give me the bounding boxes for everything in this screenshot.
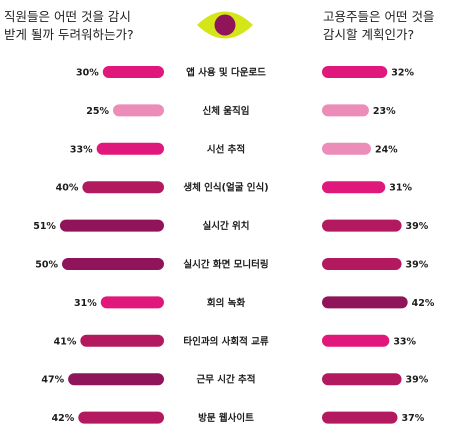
left-bar [102, 66, 164, 78]
left-value-label: 30% [76, 68, 99, 79]
left-value-label: 42% [52, 413, 75, 424]
left-bar [100, 296, 164, 309]
right-bar [322, 373, 402, 386]
right-bar [322, 411, 398, 424]
category-label: 방문 웹사이트 [198, 412, 254, 424]
right-value-label: 33% [393, 336, 416, 347]
left-bar [80, 334, 164, 347]
category-label: 시선 추적 [207, 143, 245, 155]
right-bar [322, 66, 388, 78]
left-bar [68, 373, 164, 386]
left-bar [96, 142, 164, 155]
right-bar [322, 142, 371, 155]
right-value-label: 31% [389, 183, 412, 194]
right-heading-line-1: 고용주들은 어떤 것을 [323, 9, 435, 24]
right-value-label: 37% [401, 413, 424, 424]
left-bar [78, 411, 164, 424]
right-value-label: 39% [406, 260, 429, 271]
right-bar [322, 104, 369, 117]
left-bar [113, 104, 164, 117]
left-heading-line-1: 직원들은 어떤 것을 감시 [4, 9, 131, 24]
category-label: 근무 시간 추적 [196, 374, 255, 386]
left-heading: 직원들은 어떤 것을 감시 받게 될까 두려워하는가? [4, 8, 134, 44]
left-value-label: 25% [86, 106, 109, 117]
left-value-label: 47% [41, 375, 64, 386]
category-label: 회의 녹화 [207, 297, 246, 309]
left-value-label: 31% [74, 298, 97, 309]
eye-iris [214, 14, 236, 36]
right-value-label: 39% [406, 375, 429, 386]
right-bar [322, 296, 408, 309]
right-heading-line-2: 감시할 계획인가? [323, 27, 415, 42]
right-heading: 고용주들은 어떤 것을 감시할 계획인가? [323, 8, 434, 44]
category-label: 실시간 화면 모니터링 [183, 259, 268, 271]
right-value-label: 23% [373, 106, 396, 117]
right-bar [322, 258, 402, 270]
category-label: 앱 사용 및 다운로드 [186, 67, 266, 79]
right-bar [322, 334, 390, 347]
category-label: 생체 인식(얼굴 인식) [183, 182, 268, 194]
left-value-label: 51% [33, 221, 56, 232]
left-heading-line-2: 받게 될까 두려워하는가? [4, 27, 134, 42]
category-label: 타인과의 사회적 교류 [183, 335, 269, 347]
category-label: 실시간 위치 [202, 220, 249, 232]
left-bar [62, 258, 164, 270]
category-label: 신체 움직임 [202, 105, 249, 117]
left-value-label: 33% [70, 144, 93, 155]
right-bar [322, 219, 402, 232]
right-bar [322, 181, 386, 194]
eye-icon [197, 11, 253, 39]
left-bar [59, 219, 164, 232]
left-bar [82, 181, 164, 194]
right-value-label: 39% [406, 221, 429, 232]
right-value-label: 24% [375, 144, 398, 155]
left-value-label: 41% [54, 336, 77, 347]
left-value-label: 40% [56, 183, 79, 194]
left-value-label: 50% [35, 260, 58, 271]
right-value-label: 32% [391, 68, 414, 79]
right-value-label: 42% [412, 298, 435, 309]
